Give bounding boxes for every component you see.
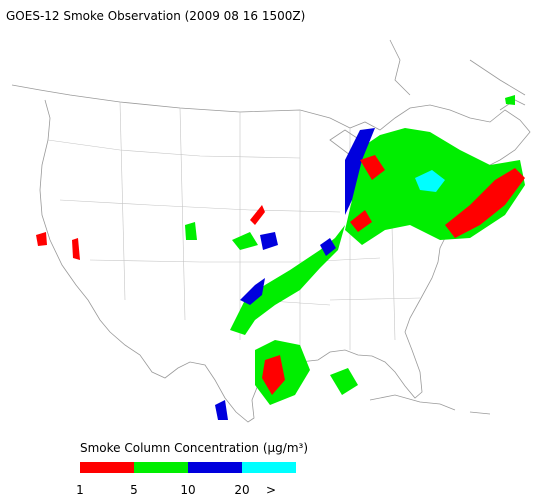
smoke-patch (230, 225, 345, 335)
smoke-patch (345, 128, 375, 215)
legend-swatch (188, 462, 242, 473)
legend-title: Smoke Column Concentration (μg/m³) (80, 441, 308, 455)
border (47, 101, 421, 358)
legend-swatch (134, 462, 188, 473)
smoke-patch (240, 278, 265, 305)
smoke-patch (350, 210, 372, 232)
smoke-patch (250, 205, 265, 225)
smoke-patch (72, 238, 80, 260)
legend-tick-label: 20 (234, 483, 249, 497)
smoke-patch (330, 368, 358, 395)
smoke-patch (36, 232, 47, 246)
legend-tick-label: > (266, 483, 276, 497)
legend: 1 5 10 20 > (76, 462, 296, 497)
legend-tick-label: 10 (180, 483, 195, 497)
legend-swatch (80, 462, 134, 473)
coastline (11, 84, 531, 423)
legend-swatch (242, 462, 296, 473)
smoke-patch (232, 232, 258, 250)
smoke-patch (415, 170, 445, 192)
smoke-patch (360, 155, 385, 180)
canada-coast (389, 39, 526, 111)
smoke-patch (505, 95, 515, 105)
smoke-patch (185, 222, 197, 240)
smoke-patch (320, 238, 336, 256)
smoke-patch (260, 232, 278, 250)
smoke-patch (445, 168, 525, 238)
legend-tick-label: 1 (76, 483, 84, 497)
legend-tick-label: 5 (130, 483, 138, 497)
smoke-patch (215, 400, 228, 420)
smoke-layer (36, 95, 525, 420)
map-title: GOES-12 Smoke Observation (2009 08 16 15… (6, 9, 305, 23)
smoke-patch (262, 355, 285, 395)
caribbean (369, 394, 491, 415)
